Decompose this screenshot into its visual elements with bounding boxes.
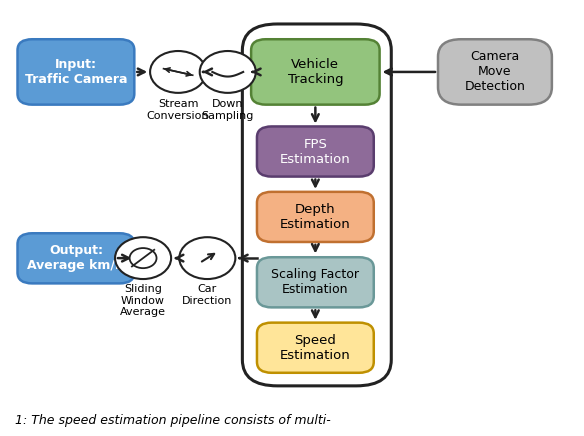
FancyBboxPatch shape <box>242 24 391 386</box>
Text: Depth
Estimation: Depth Estimation <box>280 203 351 231</box>
Circle shape <box>200 51 256 93</box>
FancyBboxPatch shape <box>251 39 380 105</box>
Text: Sliding
Window
Average: Sliding Window Average <box>120 284 166 317</box>
Text: Scaling Factor
Estimation: Scaling Factor Estimation <box>272 268 359 296</box>
Text: Stream
Conversion: Stream Conversion <box>147 99 210 121</box>
Circle shape <box>150 51 206 93</box>
Circle shape <box>179 237 235 279</box>
FancyBboxPatch shape <box>257 257 374 307</box>
Text: FPS
Estimation: FPS Estimation <box>280 137 351 166</box>
FancyBboxPatch shape <box>18 39 134 105</box>
Circle shape <box>115 237 171 279</box>
FancyBboxPatch shape <box>438 39 552 105</box>
Text: Vehicle
Tracking: Vehicle Tracking <box>287 58 343 86</box>
Text: Output:
Average km/h: Output: Average km/h <box>27 244 124 272</box>
Text: Input:
Traffic Camera: Input: Traffic Camera <box>25 58 127 86</box>
FancyBboxPatch shape <box>18 233 134 283</box>
Text: Car
Direction: Car Direction <box>182 284 232 306</box>
FancyBboxPatch shape <box>257 323 374 373</box>
FancyBboxPatch shape <box>257 126 374 177</box>
FancyBboxPatch shape <box>257 192 374 242</box>
Text: Down
Sampling: Down Sampling <box>201 99 254 121</box>
Text: Camera
Move
Detection: Camera Move Detection <box>464 51 526 93</box>
Text: Speed
Estimation: Speed Estimation <box>280 334 351 362</box>
Text: 1: The speed estimation pipeline consists of multi-: 1: The speed estimation pipeline consist… <box>15 414 331 427</box>
